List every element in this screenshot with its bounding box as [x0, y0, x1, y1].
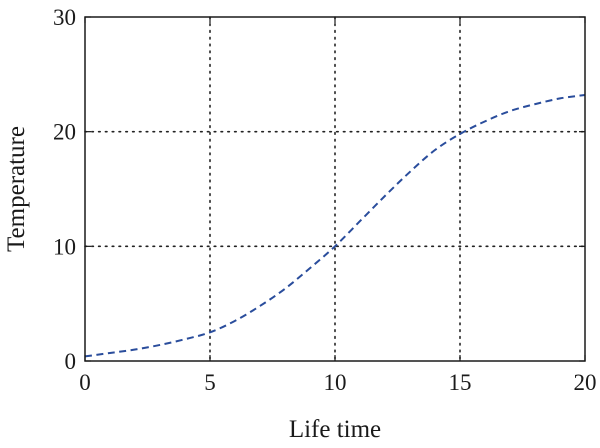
x-tick-label: 5 [204, 370, 216, 395]
x-tick-label: 0 [79, 370, 91, 395]
series-layer [84, 93, 586, 358]
y-tick-label: 10 [53, 234, 76, 259]
x-tick-labels: 0 5 10 15 20 [79, 370, 596, 395]
y-axis-label: Temperature [3, 126, 30, 252]
x-tick-label: 15 [449, 370, 472, 395]
series-line [84, 93, 586, 358]
x-tick-label: 10 [324, 370, 347, 395]
y-tick-label: 30 [53, 5, 76, 30]
y-tick-labels: 0 10 20 30 [53, 5, 76, 374]
tick-marks [84, 16, 586, 362]
x-axis-label: Life time [289, 416, 381, 443]
y-tick-label: 20 [53, 120, 76, 145]
y-tick-label: 0 [65, 349, 77, 374]
x-tick-label: 20 [574, 370, 597, 395]
grid-lines [84, 16, 586, 362]
